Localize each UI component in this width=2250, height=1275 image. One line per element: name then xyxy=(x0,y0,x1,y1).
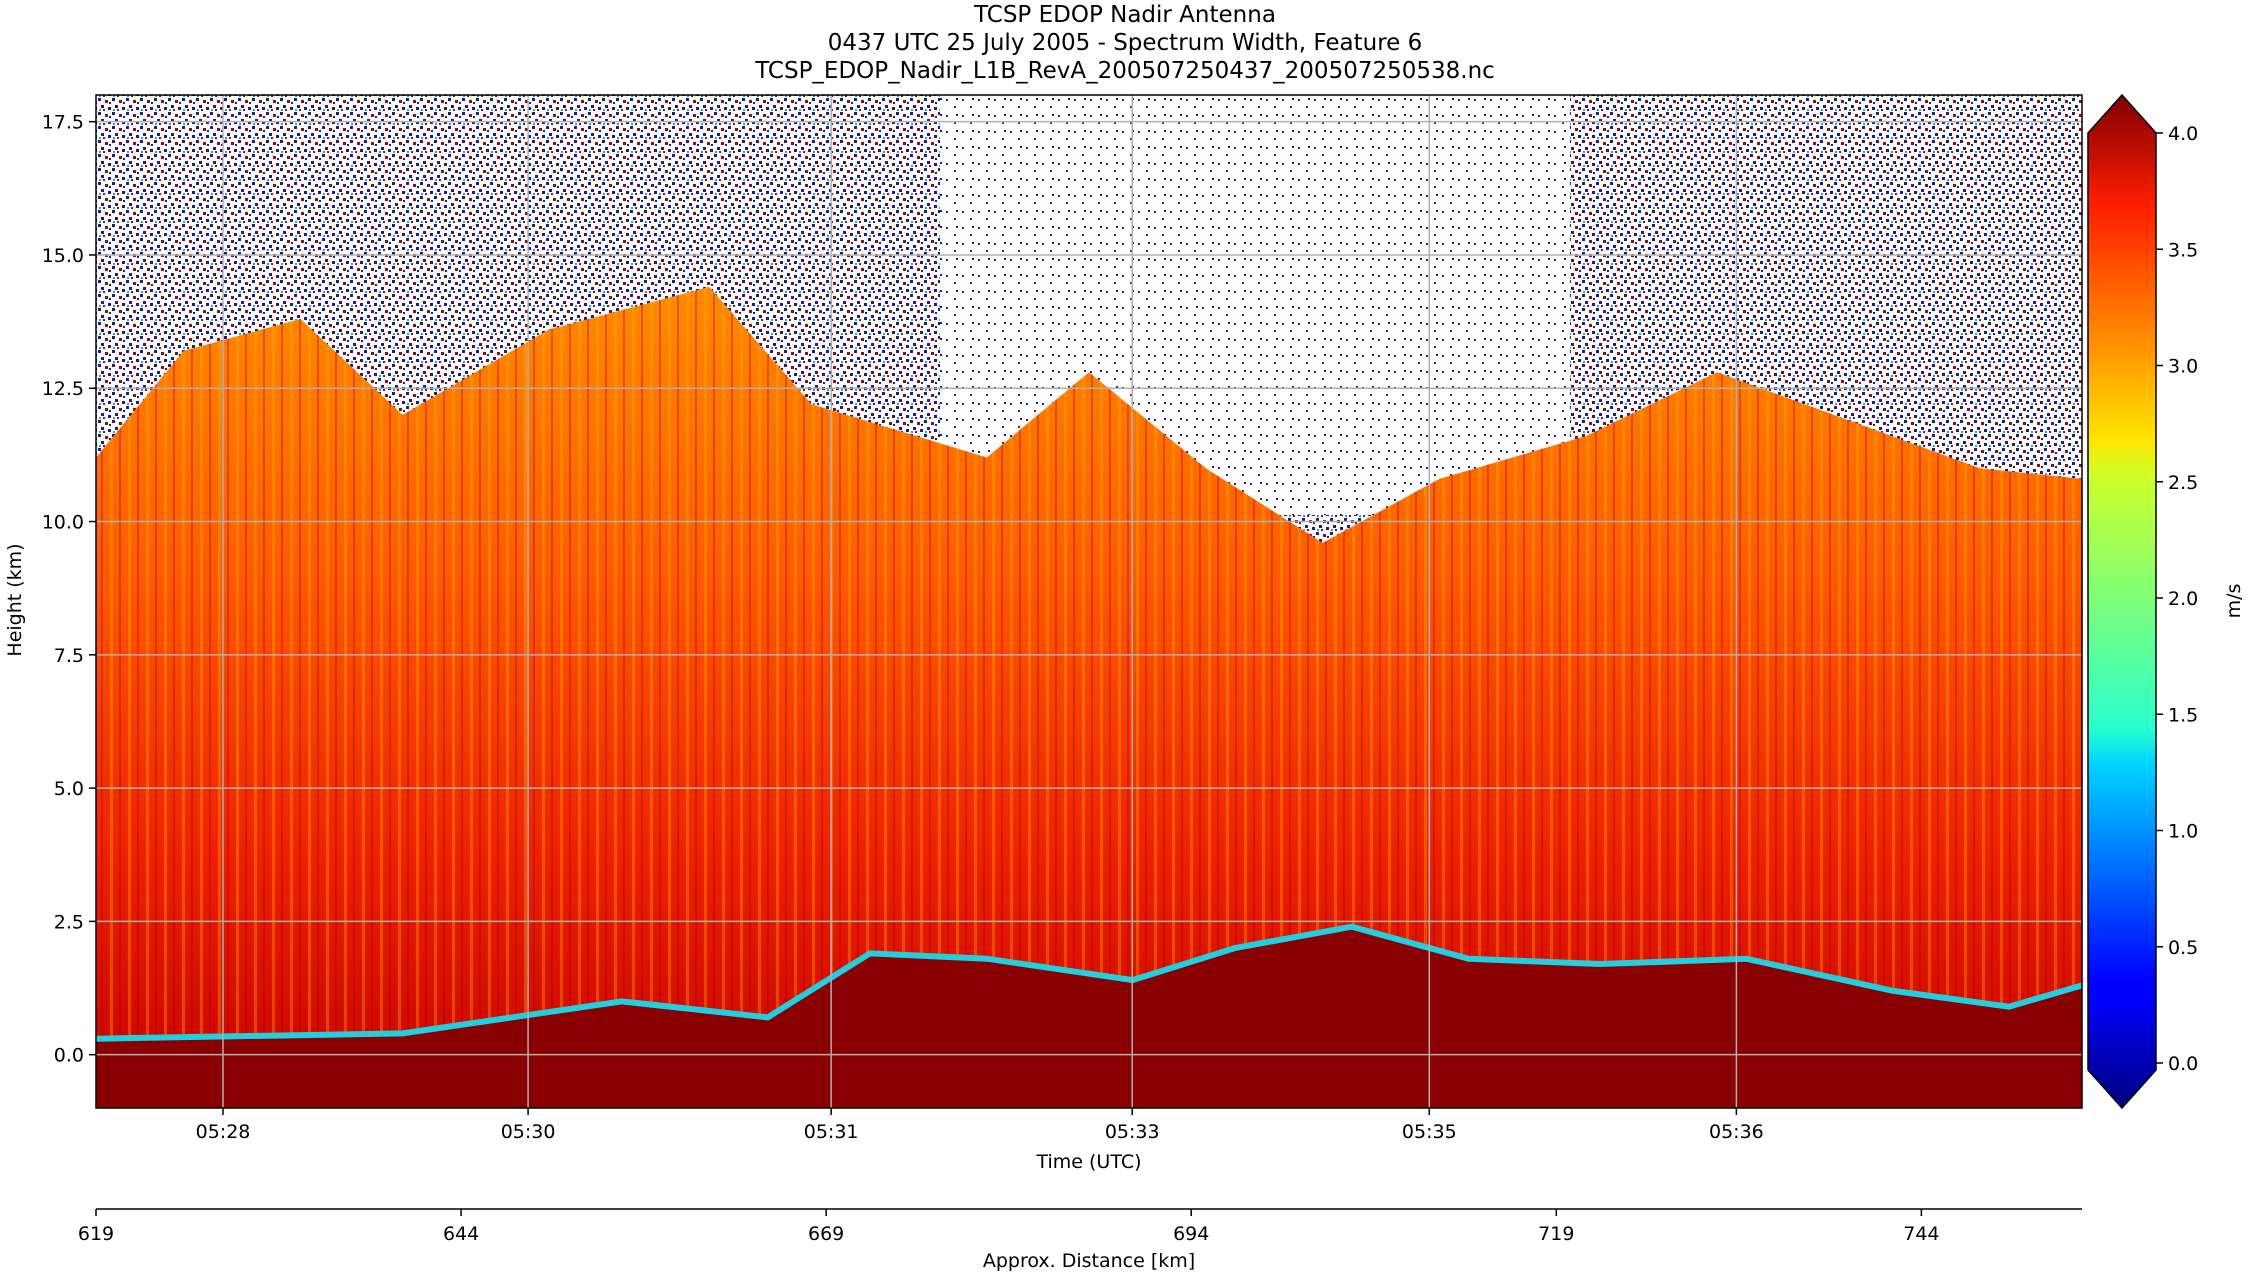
secondary-x-axis: 619 644 669 694 719 744 xyxy=(78,1209,1940,1245)
colorbar-tick-label: 1.0 xyxy=(2168,821,2198,843)
x2-tick-label: 744 xyxy=(1903,1223,1939,1245)
x-tick-label: 05:28 xyxy=(196,1121,251,1143)
y-tick-label: 12.5 xyxy=(42,378,84,400)
x2-tick-label: 719 xyxy=(1538,1223,1574,1245)
colorbar-tick-label: 0.0 xyxy=(2168,1053,2198,1075)
surface-line xyxy=(96,923,2082,1042)
chart-title-line-1: TCSP EDOP Nadir Antenna xyxy=(974,2,1276,28)
x-axis-label: Time (UTC) xyxy=(1035,1151,1141,1173)
colorbar-tick-label: 3.0 xyxy=(2168,356,2198,378)
colorbar-ticks: 0.0 0.5 1.0 1.5 2.0 2.5 3.0 3.5 4.0 xyxy=(2156,123,2198,1075)
plot-area xyxy=(96,95,2082,1108)
colorbar-body xyxy=(2087,93,2157,1110)
x-tick-label: 05:35 xyxy=(1402,1121,1457,1143)
x2-tick-label: 694 xyxy=(1173,1223,1209,1245)
colorbar-label: m/s xyxy=(2223,584,2245,619)
colorbar-tick-label: 3.5 xyxy=(2168,239,2198,261)
x2-tick-label: 619 xyxy=(78,1223,114,1245)
y-tick-label: 17.5 xyxy=(42,112,84,134)
colorbar: 0.0 0.5 1.0 1.5 2.0 2.5 3.0 3.5 4.0 m/s xyxy=(2087,93,2245,1110)
chart-title-line-2: 0437 UTC 25 July 2005 - Spectrum Width, … xyxy=(827,30,1423,56)
colorbar-tick-label: 2.0 xyxy=(2168,588,2198,610)
x-tick-label: 05:30 xyxy=(501,1121,556,1143)
colorbar-tick-label: 0.5 xyxy=(2168,937,2198,959)
colorbar-tick-label: 2.5 xyxy=(2168,472,2198,494)
colorbar-tick-label: 1.5 xyxy=(2168,704,2198,726)
plot-frame xyxy=(95,94,2083,1109)
x-tick-label: 05:33 xyxy=(1105,1121,1160,1143)
colorbar-tick-label: 4.0 xyxy=(2168,123,2198,145)
y-tick-label: 15.0 xyxy=(42,245,84,267)
x2-tick-label: 644 xyxy=(443,1223,479,1245)
y-tick-label: 10.0 xyxy=(42,512,84,534)
grid-lines xyxy=(96,95,2082,1108)
x-axis: 05:28 05:30 05:31 05:33 05:35 05:36 xyxy=(196,1108,1764,1143)
chart-title-line-3: TCSP_EDOP_Nadir_L1B_RevA_200507250437_20… xyxy=(755,58,1495,84)
secondary-x-axis-label: Approx. Distance [km] xyxy=(983,1250,1195,1272)
x-tick-label: 05:31 xyxy=(804,1121,859,1143)
x2-tick-label: 669 xyxy=(808,1223,844,1245)
y-tick-label: 7.5 xyxy=(54,645,84,667)
y-tick-label: 5.0 xyxy=(54,778,84,800)
y-tick-label: 0.0 xyxy=(54,1045,84,1067)
y-axis-label: Height (km) xyxy=(4,543,26,656)
y-tick-label: 2.5 xyxy=(54,911,84,933)
surface-band xyxy=(96,926,2082,1108)
x-tick-label: 05:36 xyxy=(1709,1121,1764,1143)
echo-field-streaks xyxy=(96,286,2082,1108)
y-axis: 0.0 2.5 5.0 7.5 10.0 12.5 15.0 17.5 xyxy=(42,112,96,1067)
